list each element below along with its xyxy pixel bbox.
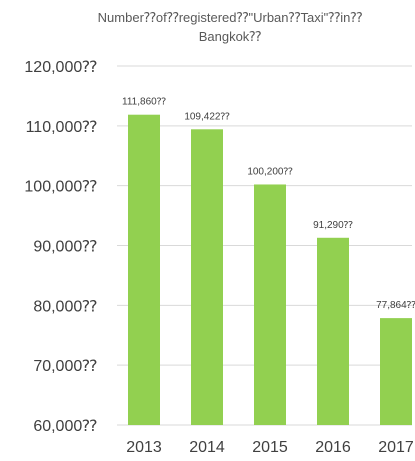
x-tick-label: 2016	[315, 439, 351, 456]
data-label: 111,860⁇	[122, 97, 166, 108]
bar	[254, 184, 286, 425]
y-tick-label: 70,000⁇	[33, 358, 97, 375]
y-axis-ticks: 60,000⁇ 70,000⁇ 80,000⁇ 90,000⁇ 100,000⁇ 110,…	[24, 59, 97, 435]
bar	[317, 237, 349, 425]
y-tick-label: 90,000⁇	[33, 239, 97, 256]
x-tick-label: 2013	[126, 439, 162, 456]
x-axis-ticks: 2013 2014 2015 2016 2017	[126, 439, 414, 456]
chart-title-line-2: Bangkok⁇	[199, 29, 262, 44]
data-labels: 111,860⁇ 109,422⁇ 100,200⁇ 91,290⁇ 77,864⁇	[122, 97, 415, 311]
bar	[191, 129, 223, 426]
y-tick-label: 120,000⁇	[24, 59, 97, 76]
bar	[128, 114, 160, 425]
bars	[128, 114, 412, 426]
x-tick-label: 2014	[189, 439, 225, 456]
x-tick-label: 2015	[252, 439, 288, 456]
data-label: 109,422⁇	[184, 111, 229, 122]
x-tick-label: 2017	[378, 439, 414, 456]
y-tick-label: 110,000⁇	[26, 119, 98, 136]
y-tick-label: 100,000⁇	[24, 179, 97, 196]
bar	[380, 318, 412, 425]
y-tick-label: 80,000⁇	[33, 298, 97, 315]
data-label: 100,200⁇	[247, 166, 292, 177]
y-tick-label: 60,000⁇	[33, 418, 97, 435]
chart-title-line-1: Number⁇of⁇registered⁇"Urban⁇Taxi"⁇in⁇	[98, 10, 363, 25]
chart-title: Number⁇of⁇registered⁇"Urban⁇Taxi"⁇in⁇ Ba…	[98, 10, 363, 44]
data-label: 77,864⁇	[376, 300, 415, 311]
data-label: 91,290⁇	[313, 220, 353, 231]
